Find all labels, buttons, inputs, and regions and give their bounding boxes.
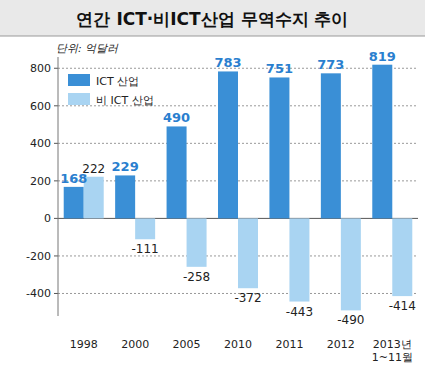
category-line: 1~11월: [372, 351, 413, 364]
bars: [64, 65, 413, 311]
category-line: 2013년: [373, 338, 412, 351]
legend-label: ICT 산업: [96, 75, 139, 88]
tick-mark: [54, 180, 58, 181]
category-label: 1998: [70, 338, 98, 351]
data-label: -372: [234, 291, 261, 305]
tick-label: 0: [44, 212, 51, 225]
category-label: 2012: [327, 338, 355, 351]
data-label: -414: [389, 299, 416, 313]
data-label: -258: [183, 270, 210, 284]
bar: [238, 218, 258, 288]
bar: [135, 218, 155, 239]
tick-label: 800: [30, 62, 51, 75]
legend-swatch: [68, 74, 90, 86]
unit-label: 단위: 억달러: [56, 42, 119, 55]
tick-label: -400: [26, 287, 51, 300]
title-rule: [0, 36, 425, 37]
category-label: 2010: [224, 338, 252, 351]
data-label: 229: [112, 159, 139, 174]
bar: [64, 187, 84, 219]
category-line: 1998: [70, 338, 98, 351]
data-label: 490: [163, 110, 190, 125]
data-label: 773: [317, 57, 344, 72]
category-label: 2011: [275, 338, 303, 351]
legend-label: 비 ICT 산업: [96, 94, 154, 107]
title: 연간 ICT·비ICT산업 무역수지 추이: [76, 9, 348, 29]
category-line: 2010: [224, 338, 252, 351]
tick-label: 400: [30, 137, 51, 150]
tick-mark: [54, 255, 58, 256]
category-line: 2005: [173, 338, 201, 351]
data-label: 819: [369, 49, 396, 64]
category-line: 2000: [121, 338, 149, 351]
tick-label: -200: [26, 250, 51, 263]
tick-mark: [54, 143, 58, 144]
bar: [115, 175, 135, 218]
bar: [372, 65, 392, 219]
tick-mark: [54, 68, 58, 69]
title-band: [0, 0, 425, 36]
category-label: 2000: [121, 338, 149, 351]
bar: [321, 73, 341, 218]
category-line: 2012: [327, 338, 355, 351]
bar: [167, 126, 187, 218]
category-line: 2011: [275, 338, 303, 351]
bar: [269, 77, 289, 218]
category-label: 2005: [173, 338, 201, 351]
tick-mark: [54, 293, 58, 294]
y-axis-line: [58, 57, 59, 316]
data-label: 783: [214, 55, 241, 70]
tick-mark: [54, 218, 58, 219]
data-label: 222: [82, 162, 105, 176]
tick-label: 600: [30, 100, 51, 113]
bar: [289, 218, 309, 301]
tick-label: 200: [30, 175, 51, 188]
data-label: -490: [337, 313, 364, 327]
data-label: -443: [286, 305, 313, 319]
tick-mark: [54, 105, 58, 106]
bar: [392, 218, 412, 296]
bar: [218, 71, 238, 218]
data-label: -111: [132, 242, 159, 256]
data-label: 751: [266, 61, 293, 76]
legend-swatch: [68, 93, 90, 105]
chart: 연간 ICT·비ICT산업 무역수지 추이단위: 억달러 -400 -200 0 200…: [0, 0, 425, 376]
bar: [341, 218, 361, 310]
category-label: 2013년1~11월: [372, 338, 413, 364]
bar: [187, 218, 207, 266]
